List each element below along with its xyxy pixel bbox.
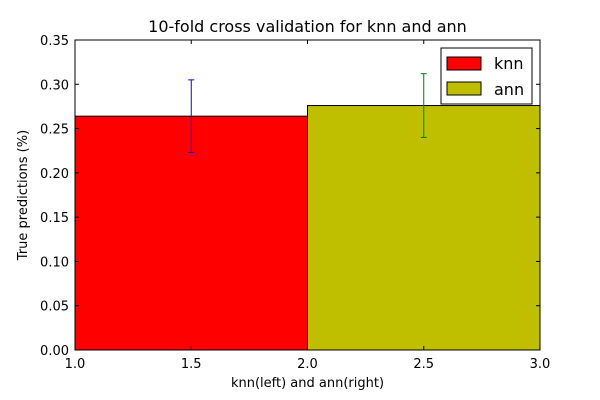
x-axis-label: knn(left) and ann(right) (231, 376, 384, 391)
x-tick-label: 1.5 (181, 357, 202, 372)
legend-swatch-knn (446, 56, 482, 71)
legend-label-knn: knn (494, 54, 524, 73)
x-tick-label: 2.5 (413, 357, 434, 372)
legend-swatch-ann (446, 81, 482, 96)
y-tick-label: 0.00 (40, 344, 69, 359)
legend: knn ann (440, 47, 533, 105)
y-tick-label: 0.10 (40, 255, 69, 270)
error-bars-group (188, 73, 427, 153)
y-axis: 0.00 0.05 0.10 0.15 0.20 0.25 0.30 0.35 (40, 34, 540, 359)
x-tick-label: 2.0 (297, 357, 318, 372)
y-axis-label: True predictions (%) (16, 130, 31, 261)
x-axis: 1.0 1.5 2.0 2.5 3.0 (65, 40, 551, 372)
y-tick-label: 0.05 (40, 300, 69, 315)
chart-title: 10-fold cross validation for knn and ann (148, 17, 467, 36)
x-tick-label: 3.0 (530, 357, 551, 372)
x-tick-label: 1.0 (65, 357, 86, 372)
y-tick-label: 0.35 (40, 34, 69, 49)
y-tick-label: 0.15 (40, 211, 69, 226)
bar-knn (74, 115, 308, 351)
bar-ann (307, 105, 541, 351)
y-tick-label: 0.25 (40, 123, 69, 138)
bars-group (74, 105, 541, 351)
y-tick-label: 0.20 (40, 167, 69, 182)
y-tick-label: 0.30 (40, 78, 69, 93)
legend-label-ann: ann (494, 80, 524, 99)
